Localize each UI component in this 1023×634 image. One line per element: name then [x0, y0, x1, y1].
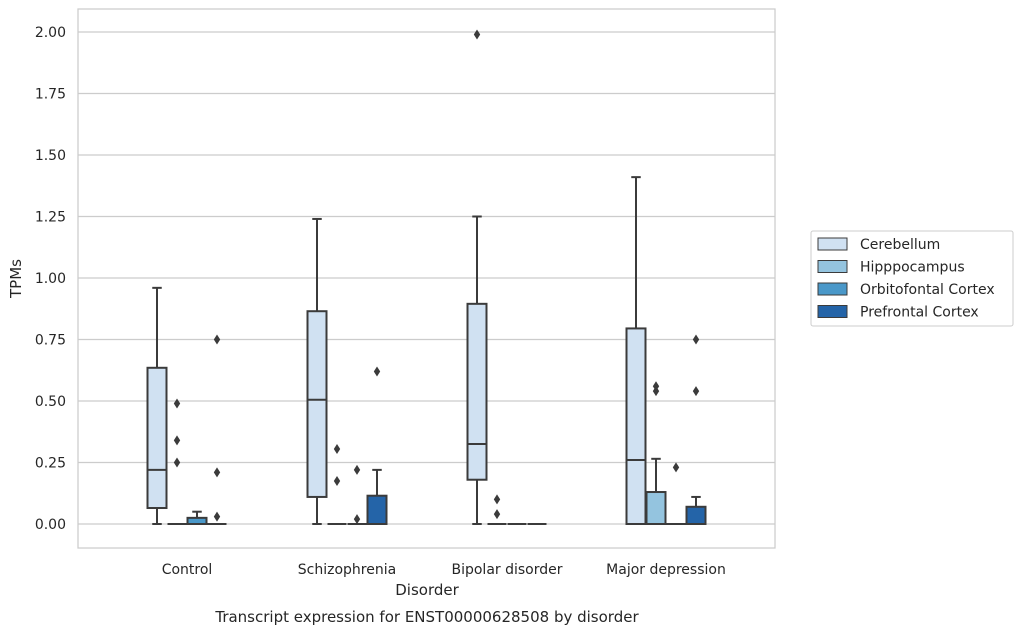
box-orbitofontal-cortex-control: [186, 510, 208, 525]
y-tick-label: 1.00: [35, 271, 66, 287]
outlier-point: [692, 334, 700, 345]
y-tick-label: 1.25: [35, 210, 66, 226]
x-tick-label: Schizophrenia: [298, 562, 396, 578]
box-hipppocampus-schizophrenia: [327, 443, 347, 525]
legend-swatch: [817, 260, 848, 273]
y-tick-label: 1.50: [35, 148, 66, 164]
outlier-point: [473, 29, 481, 40]
x-tick-label: Major depression: [606, 562, 726, 578]
y-axis-label: TPMs: [7, 259, 25, 299]
box-iqr: [466, 302, 488, 481]
outlier-point: [213, 334, 221, 345]
box-iqr: [645, 491, 667, 525]
grid-lines: [78, 31, 775, 525]
box-plot-area: [146, 29, 707, 525]
y-tick-label: 0.00: [35, 517, 66, 533]
outlier-point: [353, 514, 361, 525]
y-tick-label: 2.00: [35, 25, 66, 41]
y-tick-label: 1.75: [35, 87, 66, 103]
box-iqr: [685, 505, 707, 525]
box-prefrontal-cortex-control: [207, 334, 227, 525]
outlier-point: [173, 398, 181, 409]
x-axis-ticks: Control Schizophrenia Bipolar disorder Majo…: [162, 562, 726, 578]
legend-frame: [810, 230, 1014, 327]
y-axis-ticks: 0.00 0.25 0.50 0.75 1.00 1.25 1.50 1.75 2.00: [35, 25, 66, 533]
y-tick-label: 0.75: [35, 333, 66, 349]
legend-label: Orbitofontal Cortex: [860, 282, 995, 298]
outlier-point: [333, 443, 341, 454]
box-iqr: [306, 310, 328, 498]
outlier-point: [213, 467, 221, 478]
box-orbitofontal-cortex-schizophrenia: [347, 464, 367, 525]
box-iqr: [625, 327, 647, 525]
outlier-point: [373, 366, 381, 377]
outlier-point: [493, 494, 501, 505]
outlier-point: [652, 386, 660, 397]
outlier-point: [173, 435, 181, 446]
box-iqr: [366, 494, 388, 525]
legend-swatch: [817, 305, 848, 318]
legend-label: Prefrontal Cortex: [860, 305, 979, 321]
box-cerebellum-major-depression: [625, 176, 647, 525]
plot-frame: [77, 8, 776, 549]
legend-swatch: [817, 282, 848, 296]
box-prefrontal-cortex-major-depression: [685, 334, 707, 525]
outlier-point: [692, 386, 700, 397]
box-cerebellum-bipolar-disorder: [466, 29, 488, 525]
box-orbitofontal-cortex-major-depression: [666, 462, 686, 525]
y-tick-label: 0.50: [35, 394, 66, 410]
outlier-point: [333, 475, 341, 486]
chart-caption: Transcript expression for ENST0000062850…: [214, 608, 639, 626]
outlier-point: [493, 509, 501, 520]
outlier-point: [173, 457, 181, 468]
outlier-point: [672, 462, 680, 473]
box-iqr: [146, 366, 168, 510]
outlier-point: [353, 464, 361, 475]
box-prefrontal-cortex-schizophrenia: [366, 366, 388, 525]
y-tick-label: 0.25: [35, 456, 66, 472]
box-cerebellum-control: [146, 286, 168, 525]
box-hipppocampus-control: [167, 398, 187, 525]
x-tick-label: Bipolar disorder: [451, 562, 562, 578]
legend-swatch: [817, 237, 848, 251]
legend: Cerebellum Hipppocampus Orbitofontal Corte…: [810, 230, 1014, 327]
outlier-point: [213, 511, 221, 522]
box-hipppocampus-major-depression: [645, 381, 667, 525]
x-tick-label: Control: [162, 562, 213, 578]
legend-label: Hipppocampus: [860, 260, 965, 276]
legend-label: Cerebellum: [860, 237, 940, 253]
x-axis-label: Disorder: [395, 581, 459, 599]
box-cerebellum-schizophrenia: [306, 217, 328, 525]
box-hipppocampus-bipolar-disorder: [487, 494, 507, 525]
